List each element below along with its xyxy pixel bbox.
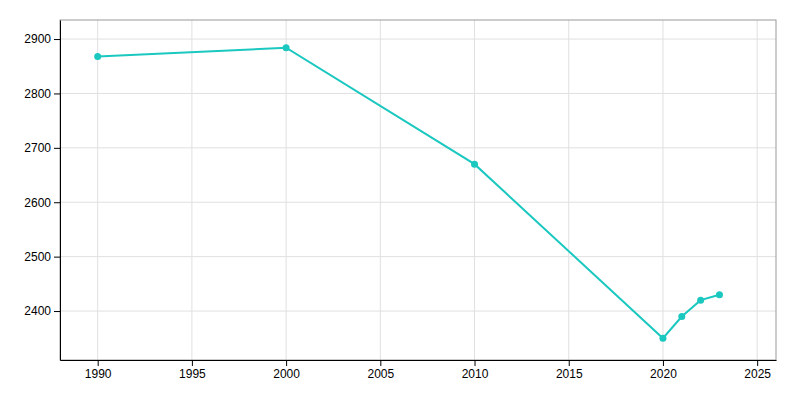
y-tick-label: 2500	[24, 250, 51, 264]
x-tick: 2020	[650, 360, 677, 381]
x-grid-line	[662, 20, 663, 360]
y-tick-label: 2800	[24, 87, 51, 101]
y-tick-label: 2700	[24, 141, 51, 155]
data-point	[659, 335, 666, 342]
y-tick-label: 2400	[24, 304, 51, 318]
y-grid-line	[60, 311, 776, 312]
x-tick-label: 2010	[462, 367, 489, 381]
y-tick-mark	[54, 257, 60, 258]
data-point	[94, 53, 101, 60]
y-tick: 2900	[24, 32, 60, 46]
chart-svg: 1990 1995 2000 2005 2010 2015 2020 2025 2400 2500…	[0, 0, 800, 400]
x-grid-line	[757, 20, 758, 360]
x-tick-mark	[380, 360, 381, 366]
y-tick: 2400	[24, 304, 60, 318]
x-tick: 1990	[85, 360, 112, 381]
y-grid-line	[60, 147, 776, 148]
plot-area: 1990 1995 2000 2005 2010 2015 2020 2025 2400 2500…	[24, 20, 776, 381]
x-grid-line	[191, 20, 192, 360]
y-grid-line	[60, 93, 776, 94]
x-tick-mark	[192, 360, 193, 366]
y-grid-line	[60, 202, 776, 203]
x-tick-label: 1995	[179, 367, 206, 381]
x-tick: 2005	[367, 360, 394, 381]
x-grid-line	[568, 20, 569, 360]
y-tick: 2800	[24, 87, 60, 101]
data-point	[697, 297, 704, 304]
y-tick-mark	[54, 39, 60, 40]
y-axis-line	[60, 21, 61, 361]
x-tick-mark	[757, 360, 758, 366]
y-tick: 2600	[24, 196, 60, 210]
x-tick: 2000	[273, 360, 300, 381]
grid	[60, 20, 776, 360]
x-grid-line	[474, 20, 475, 360]
y-grid-line	[60, 256, 776, 257]
y-tick-mark	[54, 202, 60, 203]
x-tick-mark	[663, 360, 664, 366]
data-marks	[94, 44, 723, 341]
y-axis: 2400 2500 2600 2700 2800 2900	[24, 21, 60, 361]
y-tick-mark	[54, 311, 60, 312]
y-tick-mark	[54, 93, 60, 94]
y-tick: 2700	[24, 141, 60, 155]
x-grid-line	[286, 20, 287, 360]
x-tick: 2025	[744, 360, 771, 381]
x-grid-line	[380, 20, 381, 360]
x-tick-label: 2020	[650, 367, 677, 381]
data-line	[98, 48, 720, 338]
x-grid-line	[97, 20, 98, 360]
plot-frame	[60, 20, 776, 360]
x-axis-line	[61, 360, 777, 361]
x-tick-label: 2015	[556, 367, 583, 381]
x-tick-mark	[98, 360, 99, 366]
x-axis: 1990 1995 2000 2005 2010 2015 2020 2025	[61, 360, 777, 381]
y-tick-mark	[54, 148, 60, 149]
x-tick-label: 2000	[273, 367, 300, 381]
x-tick-label: 2005	[367, 367, 394, 381]
x-tick-label: 1990	[85, 367, 112, 381]
x-tick: 2010	[462, 360, 489, 381]
x-tick-mark	[475, 360, 476, 366]
data-point	[283, 44, 290, 51]
x-tick: 1995	[179, 360, 206, 381]
x-tick: 2015	[556, 360, 583, 381]
x-tick-mark	[569, 360, 570, 366]
y-tick-label: 2600	[24, 196, 51, 210]
x-tick-label: 2025	[744, 367, 771, 381]
x-tick-mark	[286, 360, 287, 366]
data-point	[678, 313, 685, 320]
data-point	[471, 161, 478, 168]
y-grid-line	[60, 39, 776, 40]
y-tick: 2500	[24, 250, 60, 264]
data-point	[716, 291, 723, 298]
y-tick-label: 2900	[24, 32, 51, 46]
